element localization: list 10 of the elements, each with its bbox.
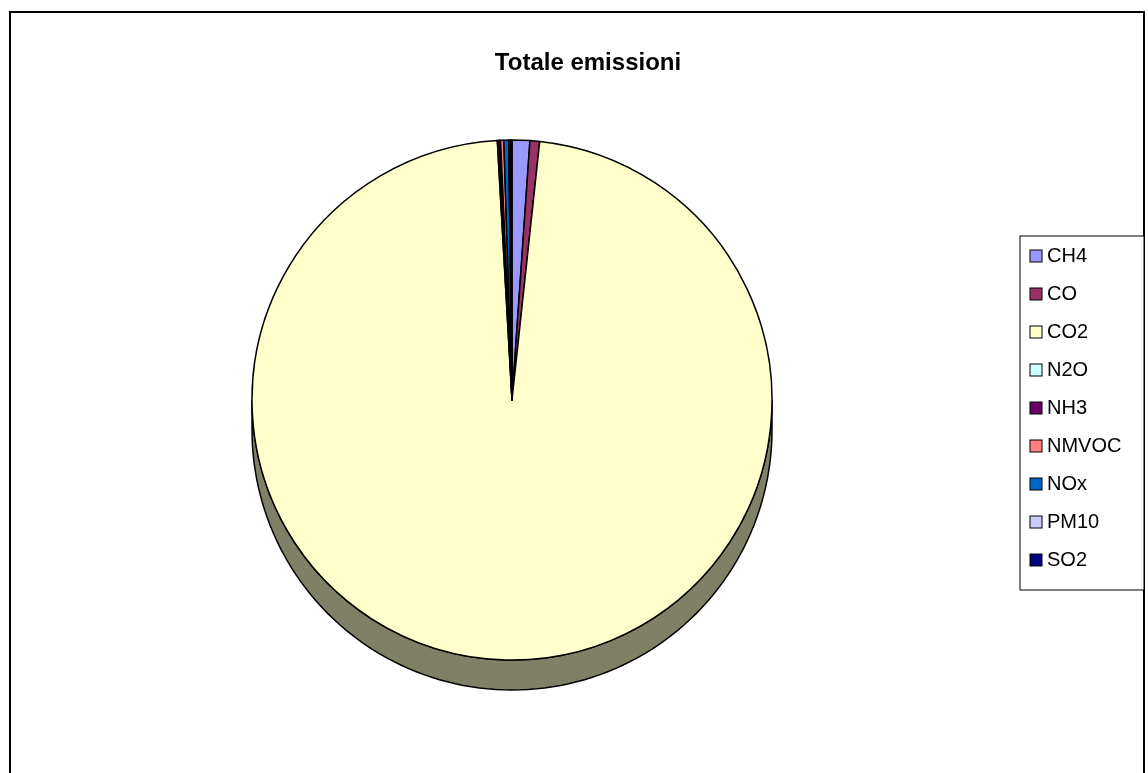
- legend-label: NOx: [1047, 472, 1087, 494]
- legend-label: CH4: [1047, 244, 1088, 266]
- legend-label: CO: [1047, 282, 1077, 304]
- legend-label: CO2: [1047, 320, 1089, 342]
- legend-label: SO2: [1047, 548, 1088, 570]
- legend-label: PM10: [1047, 510, 1100, 532]
- chart-title: Totale emissioni: [494, 48, 682, 75]
- legend-label: NMVOC: [1047, 434, 1122, 456]
- legend-label: N2O: [1047, 358, 1089, 380]
- legend-label: NH3: [1047, 396, 1088, 418]
